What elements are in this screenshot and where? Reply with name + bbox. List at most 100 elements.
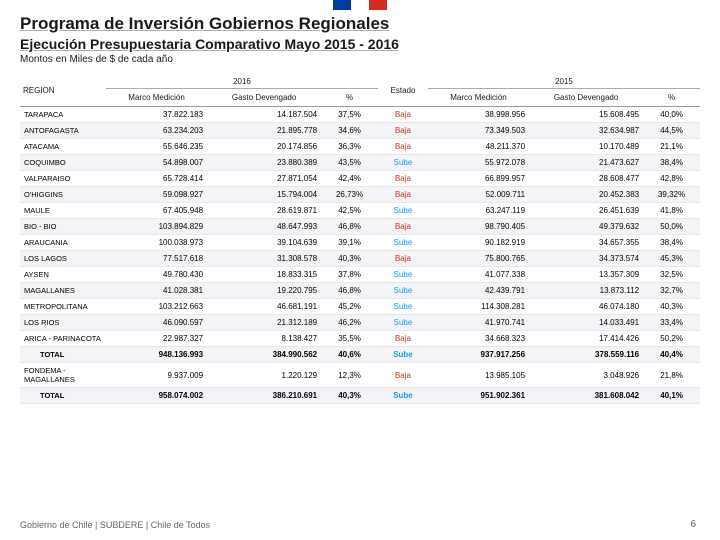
- cell-p16: 42,4%: [321, 171, 378, 187]
- cell-p15: 50,2%: [643, 331, 700, 347]
- cell-gd16: 28.619.871: [207, 203, 321, 219]
- cell-mm16: 22.987.327: [106, 331, 207, 347]
- cell-estado: Sube: [378, 155, 428, 171]
- cell-estado: Baja: [378, 139, 428, 155]
- table-row: MAULE67.405.94828.619.87142,5%Sube63.247…: [20, 203, 700, 219]
- cell-estado: Sube: [378, 347, 428, 363]
- cell-mm16: 41.028.381: [106, 283, 207, 299]
- cell-mm16: 9.937.009: [106, 363, 207, 388]
- table-row: ANTOFAGASTA63.234.20321.895.77834,6%Baja…: [20, 123, 700, 139]
- cell-mm16: 49.780.430: [106, 267, 207, 283]
- cell-mm16: 37.822.183: [106, 107, 207, 123]
- page-subtitle: Ejecución Presupuestaria Comparativo May…: [20, 36, 700, 52]
- cell-p15: 33,4%: [643, 315, 700, 331]
- cell-estado: Baja: [378, 123, 428, 139]
- cell-p15: 39,32%: [643, 187, 700, 203]
- cell-region: VALPARAISO: [20, 171, 106, 187]
- cell-region: TARAPACA: [20, 107, 106, 123]
- cell-mm15: 38.998.956: [428, 107, 529, 123]
- cell-gd15: 49.379.632: [529, 219, 643, 235]
- table-row: ARICA - PARINACOTA22.987.3278.138.42735,…: [20, 331, 700, 347]
- cell-region: AYSEN: [20, 267, 106, 283]
- table-row: MAGALLANES41.028.38119.220.79546,8%Sube4…: [20, 283, 700, 299]
- cell-estado: Baja: [378, 219, 428, 235]
- cell-region: LOS RIOS: [20, 315, 106, 331]
- cell-p16: 46,2%: [321, 315, 378, 331]
- cell-p15: 42,8%: [643, 171, 700, 187]
- cell-estado: Baja: [378, 331, 428, 347]
- cell-p16: 40,3%: [321, 388, 378, 404]
- cell-p16: 40,6%: [321, 347, 378, 363]
- cell-estado: Sube: [378, 299, 428, 315]
- cell-region: METROPOLITANA: [20, 299, 106, 315]
- cell-mm15: 48.211.370: [428, 139, 529, 155]
- cell-gd16: 48.647.993: [207, 219, 321, 235]
- cell-p15: 50,0%: [643, 219, 700, 235]
- amounts-note: Montos en Miles de $ de cada año: [20, 54, 700, 65]
- cell-gd15: 378.559.116: [529, 347, 643, 363]
- cell-mm16: 55.646.235: [106, 139, 207, 155]
- cell-mm16: 67.405.948: [106, 203, 207, 219]
- cell-p15: 38,4%: [643, 235, 700, 251]
- cell-mm16: 958.074.002: [106, 388, 207, 404]
- cell-p16: 46,8%: [321, 283, 378, 299]
- col-2015-gd: Gasto Devengado: [529, 89, 643, 107]
- cell-gd16: 27.871.054: [207, 171, 321, 187]
- table-row: TARAPACA37.822.18314.187.50437,5%Baja38.…: [20, 107, 700, 123]
- cell-gd15: 34.657.355: [529, 235, 643, 251]
- cell-gd16: 15.794.004: [207, 187, 321, 203]
- cell-p16: 12,3%: [321, 363, 378, 388]
- cell-region: COQUIMBO: [20, 155, 106, 171]
- table-row: LOS RIOS46.090.59721.312.18946,2%Sube41.…: [20, 315, 700, 331]
- cell-p15: 21,1%: [643, 139, 700, 155]
- cell-p15: 40,1%: [643, 388, 700, 404]
- cell-p15: 32,7%: [643, 283, 700, 299]
- cell-region: FONDEMA - MAGALLANES: [20, 363, 106, 388]
- cell-region: TOTAL: [20, 347, 106, 363]
- cell-p16: 34,6%: [321, 123, 378, 139]
- cell-p16: 36,3%: [321, 139, 378, 155]
- cell-mm15: 63.247.119: [428, 203, 529, 219]
- cell-mm15: 41.970.741: [428, 315, 529, 331]
- cell-region: ANTOFAGASTA: [20, 123, 106, 139]
- cell-region: TOTAL: [20, 388, 106, 404]
- cell-mm15: 90.182.919: [428, 235, 529, 251]
- cell-p16: 39,1%: [321, 235, 378, 251]
- cell-p15: 44,5%: [643, 123, 700, 139]
- table-row: AYSEN49.780.43018.833.31537,8%Sube41.077…: [20, 267, 700, 283]
- cell-mm15: 52.009.711: [428, 187, 529, 203]
- cell-gd15: 15.608.495: [529, 107, 643, 123]
- table-row: TOTAL948.136.993384.990.56240,6%Sube937.…: [20, 347, 700, 363]
- col-2016-gd: Gasto Devengado: [207, 89, 321, 107]
- cell-gd15: 20.452.383: [529, 187, 643, 203]
- cell-p16: 35,5%: [321, 331, 378, 347]
- table-row: COQUIMBO54.898.00723.880.38943,5%Sube55.…: [20, 155, 700, 171]
- cell-mm15: 951.902.361: [428, 388, 529, 404]
- cell-p15: 41,8%: [643, 203, 700, 219]
- cell-mm16: 77.517.618: [106, 251, 207, 267]
- cell-gd16: 31.308.578: [207, 251, 321, 267]
- cell-mm15: 41.077.338: [428, 267, 529, 283]
- cell-gd16: 23.880.389: [207, 155, 321, 171]
- cell-mm16: 103.894.829: [106, 219, 207, 235]
- cell-gd15: 21.473.627: [529, 155, 643, 171]
- col-2015-pct: %: [643, 89, 700, 107]
- cell-p15: 40,3%: [643, 299, 700, 315]
- cell-mm15: 75.800.765: [428, 251, 529, 267]
- cell-estado: Baja: [378, 363, 428, 388]
- cell-mm15: 34.668.323: [428, 331, 529, 347]
- cell-region: O'HIGGINS: [20, 187, 106, 203]
- cell-mm16: 948.136.993: [106, 347, 207, 363]
- col-2016-pct: %: [321, 89, 378, 107]
- table-row: LOS LAGOS77.517.61831.308.57840,3%Baja75…: [20, 251, 700, 267]
- cell-estado: Baja: [378, 107, 428, 123]
- cell-p15: 45,3%: [643, 251, 700, 267]
- cell-p15: 40,4%: [643, 347, 700, 363]
- table-row: ARAUCANIA100.038.97339.104.63939,1%Sube9…: [20, 235, 700, 251]
- cell-estado: Baja: [378, 187, 428, 203]
- cell-gd16: 386.210.691: [207, 388, 321, 404]
- cell-mm15: 42.439.791: [428, 283, 529, 299]
- cell-gd15: 26.451.639: [529, 203, 643, 219]
- cell-gd15: 32.634.987: [529, 123, 643, 139]
- col-2016-mm: Marco Medición: [106, 89, 207, 107]
